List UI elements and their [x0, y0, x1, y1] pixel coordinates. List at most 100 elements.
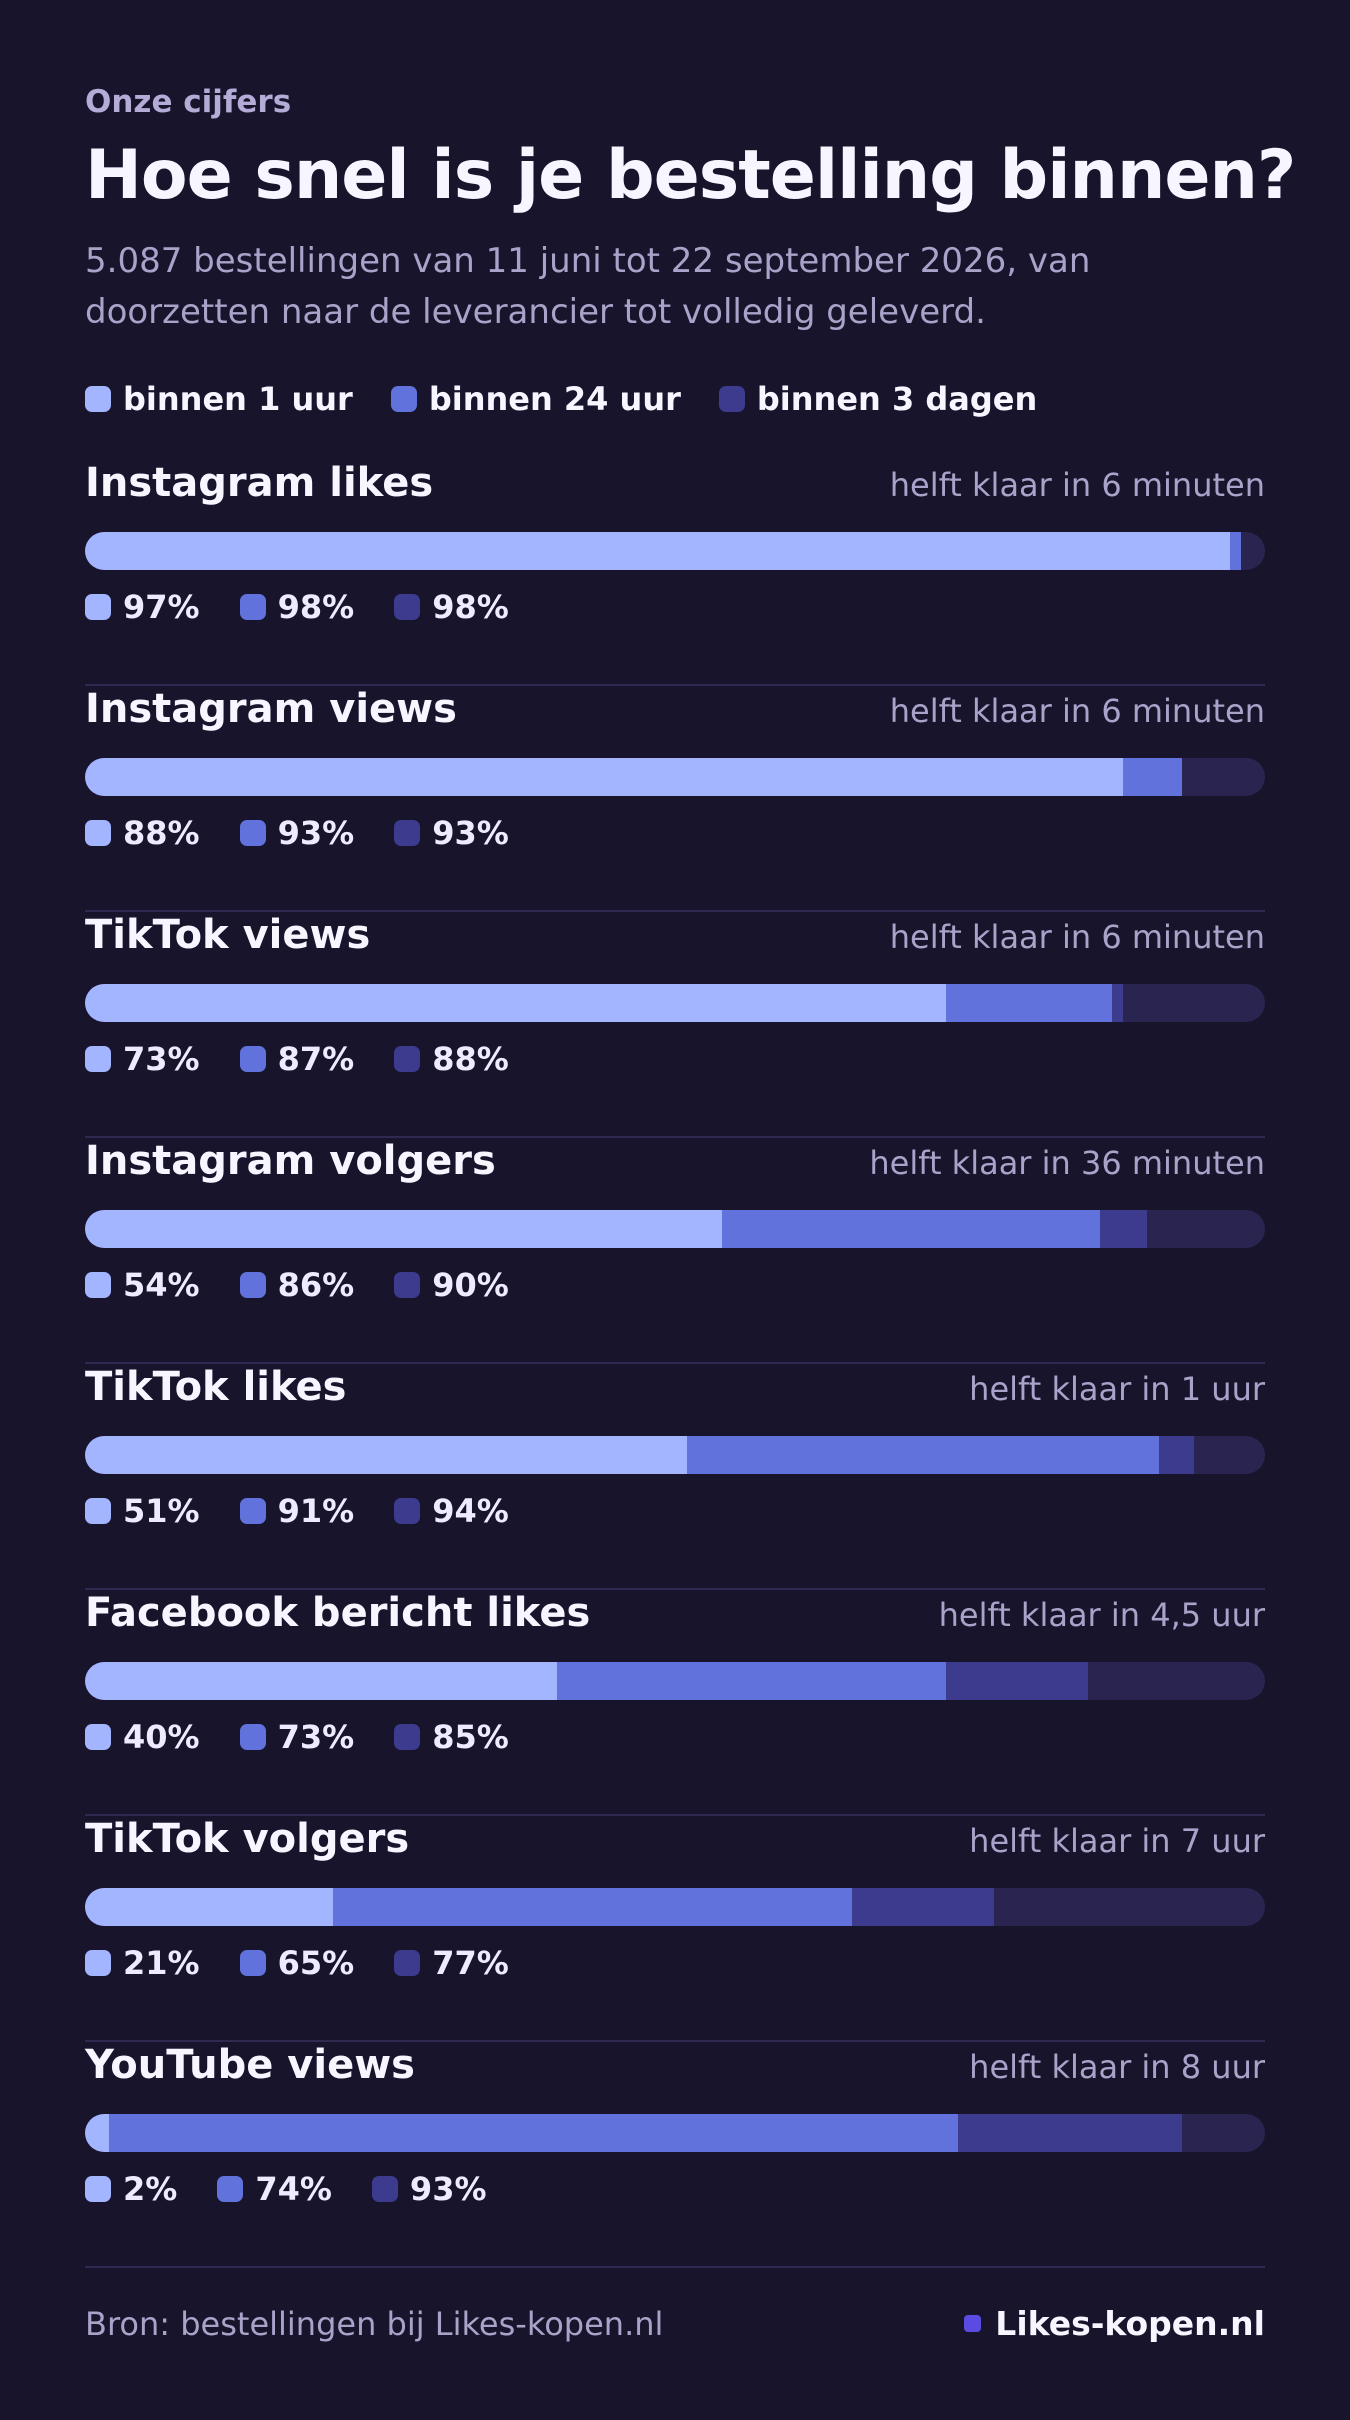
value-item-3d: 98%	[394, 588, 509, 626]
value-label-1h: 51%	[123, 1492, 200, 1530]
stacked-bar	[85, 532, 1265, 570]
stacked-bar	[85, 984, 1265, 1022]
bar-segment-3d	[958, 2114, 1183, 2152]
row-half-time: helft klaar in 8 uur	[969, 2048, 1265, 2086]
bar-segment-3d	[1111, 984, 1124, 1022]
value-swatch-1h	[85, 1498, 111, 1524]
legend-item-1h: binnen 1 uur	[85, 380, 353, 418]
value-item-3d: 77%	[394, 1944, 509, 1982]
value-item-3d: 85%	[394, 1718, 509, 1756]
value-label-1h: 40%	[123, 1718, 200, 1756]
value-swatch-3d	[394, 1272, 421, 1298]
bar-segment-3d	[852, 1888, 994, 1926]
row-name: Instagram likes	[85, 460, 434, 506]
chart-row: Instagram views helft klaar in 6 minuten 8…	[85, 686, 1265, 912]
chart-row: Instagram volgers helft klaar in 36 minut…	[85, 1138, 1265, 1364]
value-swatch-24h	[239, 820, 266, 846]
bar-segment-24h	[1123, 758, 1183, 796]
value-label-1h: 73%	[123, 1040, 200, 1078]
stacked-bar	[85, 1210, 1265, 1248]
bar-segment-24h	[332, 1888, 852, 1926]
chart-row: Facebook bericht likes helft klaar in 4,5…	[85, 1590, 1265, 1816]
value-item-1h: 73%	[85, 1040, 200, 1078]
value-label-24h: 98%	[277, 588, 355, 626]
value-label-3d: 85%	[432, 1718, 509, 1756]
row-values: 40% 73% 85%	[85, 1718, 549, 1756]
bar-segment-3d	[1099, 1210, 1147, 1248]
stacked-bar	[85, 1662, 1265, 1700]
value-item-1h: 88%	[85, 814, 200, 852]
value-item-24h: 87%	[239, 1040, 355, 1078]
value-item-24h: 65%	[239, 1944, 355, 1982]
row-half-time: helft klaar in 7 uur	[969, 1822, 1265, 1860]
row-values: 54% 86% 90%	[85, 1266, 549, 1304]
value-label-1h: 97%	[123, 588, 200, 626]
legend-item-24h: binnen 24 uur	[390, 380, 681, 418]
value-swatch-1h	[85, 1272, 111, 1298]
value-swatch-3d	[394, 1046, 421, 1072]
value-label-3d: 77%	[432, 1944, 509, 1982]
value-label-24h: 87%	[277, 1040, 355, 1078]
value-swatch-1h	[85, 2176, 111, 2202]
value-label-24h: 73%	[277, 1718, 355, 1756]
bar-segment-24h	[722, 1210, 1100, 1248]
value-label-3d: 88%	[432, 1040, 509, 1078]
value-item-1h: 40%	[85, 1718, 200, 1756]
legend-item-3d: binnen 3 dagen	[718, 380, 1038, 418]
chart-row: YouTube views helft klaar in 8 uur 2% 74% 93…	[85, 2042, 1265, 2268]
bar-segment-3d	[1158, 1436, 1195, 1474]
value-label-3d: 94%	[432, 1492, 509, 1530]
bar-segment-1h	[85, 532, 1230, 570]
value-swatch-24h	[239, 1272, 266, 1298]
stacked-bar	[85, 2114, 1265, 2152]
bar-segment-1h	[85, 984, 947, 1022]
value-swatch-1h	[85, 820, 111, 846]
legend-swatch-3d	[718, 386, 745, 412]
value-swatch-24h	[239, 1046, 266, 1072]
row-half-time: helft klaar in 6 minuten	[889, 918, 1265, 956]
bar-segment-1h	[85, 1888, 333, 1926]
value-label-3d: 98%	[432, 588, 509, 626]
value-item-1h: 54%	[85, 1266, 200, 1304]
value-swatch-24h	[239, 1724, 266, 1750]
value-item-3d: 94%	[394, 1492, 509, 1530]
page-title: Hoe snel is je bestelling binnen?	[85, 136, 1296, 215]
value-swatch-3d	[394, 1498, 421, 1524]
value-swatch-24h	[217, 2176, 244, 2202]
row-name: TikTok likes	[85, 1364, 347, 1410]
legend-label-24h: binnen 24 uur	[428, 380, 681, 418]
value-label-3d: 93%	[409, 2170, 487, 2208]
bar-segment-1h	[85, 758, 1124, 796]
value-item-24h: 73%	[239, 1718, 355, 1756]
value-item-3d: 88%	[394, 1040, 509, 1078]
row-half-time: helft klaar in 6 minuten	[889, 466, 1265, 504]
value-item-3d: 90%	[394, 1266, 509, 1304]
legend-label-1h: binnen 1 uur	[123, 380, 353, 418]
value-item-24h: 91%	[239, 1492, 355, 1530]
row-name: Instagram volgers	[85, 1138, 496, 1184]
eyebrow: Onze cijfers	[85, 84, 292, 120]
page-subtitle: 5.087 bestellingen van 11 juni tot 22 se…	[85, 241, 1091, 332]
value-swatch-1h	[85, 1046, 111, 1072]
stacked-bar	[85, 1888, 1265, 1926]
value-label-24h: 91%	[277, 1492, 355, 1530]
value-label-1h: 88%	[123, 814, 200, 852]
chart-row: TikTok likes helft klaar in 1 uur 51% 91% 94…	[85, 1364, 1265, 1590]
value-item-24h: 86%	[239, 1266, 355, 1304]
row-values: 21% 65% 77%	[85, 1944, 549, 1982]
value-label-24h: 93%	[277, 814, 355, 852]
value-item-1h: 21%	[85, 1944, 200, 1982]
legend-label-3d: binnen 3 dagen	[756, 380, 1038, 418]
value-swatch-1h	[85, 1950, 111, 1976]
stacked-bar	[85, 758, 1265, 796]
bar-segment-24h	[557, 1662, 947, 1700]
value-label-24h: 65%	[277, 1944, 355, 1982]
value-swatch-24h	[239, 1950, 266, 1976]
legend-swatch-1h	[85, 386, 111, 412]
bar-segment-1h	[85, 2114, 109, 2152]
value-label-24h: 86%	[277, 1266, 355, 1304]
value-label-1h: 54%	[123, 1266, 200, 1304]
bar-segment-1h	[85, 1210, 723, 1248]
row-half-time: helft klaar in 6 minuten	[889, 692, 1265, 730]
value-label-24h: 74%	[255, 2170, 332, 2208]
